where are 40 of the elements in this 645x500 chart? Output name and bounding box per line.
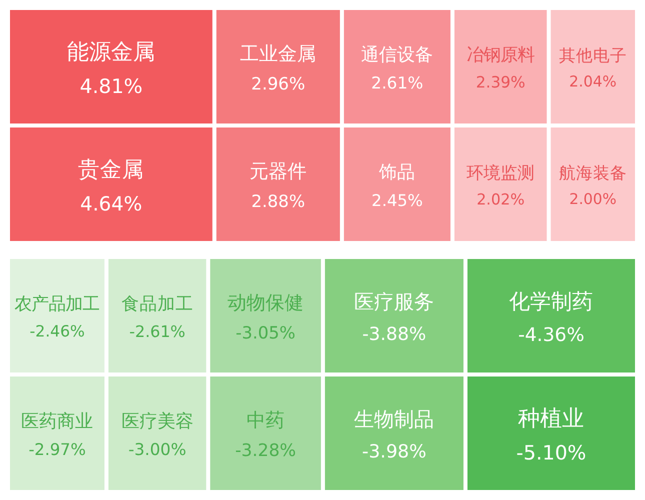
data-label: 2.04% [569, 72, 617, 91]
data-label: 2.61% [371, 74, 424, 93]
data-label: -2.46% [30, 322, 85, 341]
data-label: 2.00% [569, 190, 617, 208]
category-label: 种植业 [518, 406, 584, 432]
category-label: 医疗服务 [354, 290, 434, 314]
category-label: 食品加工 [121, 294, 194, 315]
data-label: 2.88% [251, 190, 306, 211]
category-label: 冶钢原料 [466, 46, 535, 66]
category-label: 医药商业 [21, 410, 94, 432]
category-label: 化学制药 [509, 289, 594, 314]
data-label: 4.64% [80, 192, 142, 216]
category-label: 通信设备 [361, 44, 434, 66]
category-label: 贵金属 [78, 158, 144, 183]
data-label: -3.00% [128, 440, 186, 460]
data-label: -3.98% [362, 442, 426, 463]
data-label: -4.36% [518, 324, 584, 346]
data-label: -3.05% [236, 322, 296, 342]
data-label: 2.02% [476, 190, 525, 208]
category-label: 能源金属 [67, 40, 156, 66]
data-label: -5.10% [516, 442, 586, 465]
category-label: 元器件 [250, 162, 307, 183]
data-label: 2.39% [476, 74, 526, 92]
category-label: 农产品加工 [14, 294, 100, 315]
category-label: 中药 [246, 408, 285, 432]
category-label: 饰品 [378, 162, 416, 183]
data-label: -3.88% [362, 324, 426, 345]
data-label: 4.81% [80, 75, 143, 98]
category-label: 生物制品 [354, 407, 434, 432]
category-label: 医疗美容 [121, 410, 194, 432]
data-label: -2.97% [28, 440, 86, 459]
category-label: 工业金属 [240, 43, 316, 66]
data-label: -3.28% [235, 441, 296, 462]
data-label: 2.96% [251, 74, 306, 94]
data-label: 2.45% [372, 190, 423, 210]
category-label: 动物保健 [228, 293, 304, 314]
category-label: 环境监测 [466, 162, 535, 182]
category-label: 航海装备 [558, 163, 627, 182]
data-label: -2.61% [129, 322, 186, 341]
category-label: 其他电子 [558, 46, 627, 65]
